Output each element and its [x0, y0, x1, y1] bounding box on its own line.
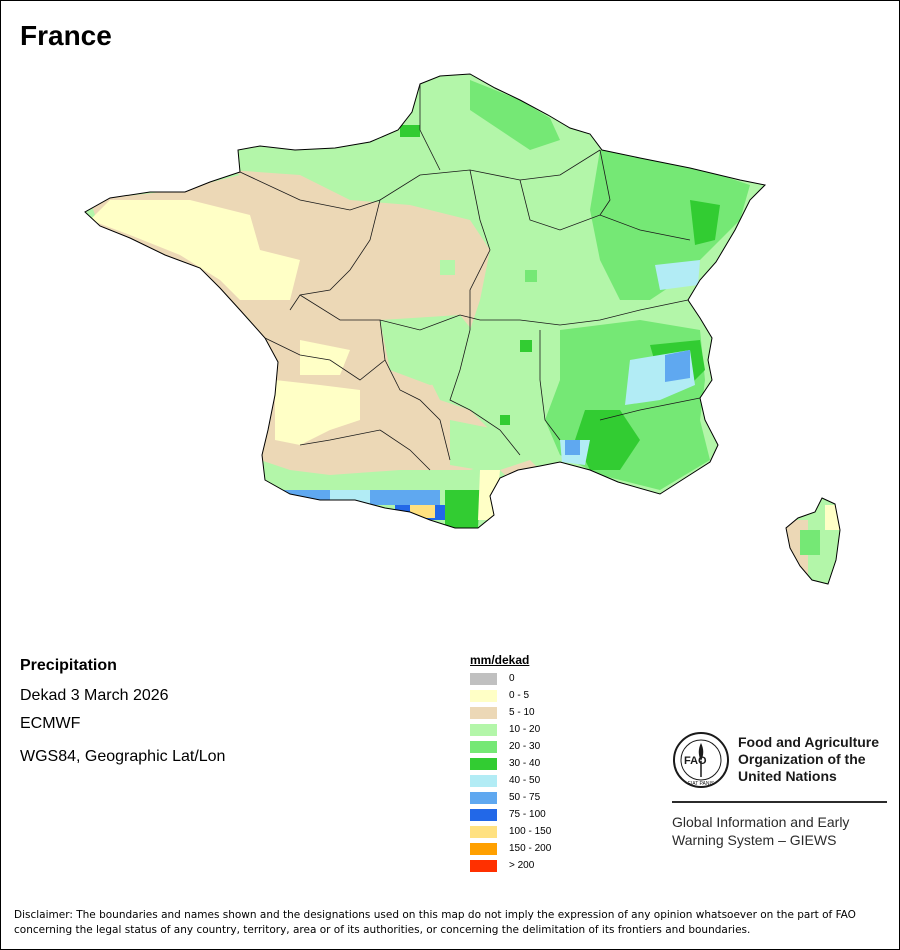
legend-swatch: [470, 843, 497, 855]
legend-label: 30 - 40: [509, 758, 541, 769]
legend-label: 150 - 200: [509, 843, 552, 854]
source-label: ECMWF: [20, 715, 81, 732]
corsica-raster: [786, 498, 840, 584]
legend-swatch: [470, 707, 497, 719]
legend-swatch: [470, 826, 497, 838]
organization-name: Food and Agriculture Organization of the…: [738, 734, 879, 785]
legend-label: > 200: [509, 860, 535, 871]
giews-line: Warning System – GIEWS: [672, 832, 837, 848]
org-name-line: Organization of the: [738, 751, 866, 767]
legend-swatch: [470, 775, 497, 787]
mainland-raster: [85, 74, 765, 528]
legend-swatch: [470, 758, 497, 770]
legend-title: mm/dekad: [470, 653, 530, 667]
legend-label: 20 - 30: [509, 741, 541, 752]
legend-label: 100 - 150: [509, 826, 552, 837]
legend-swatch: [470, 792, 497, 804]
mainland-outline: [84, 73, 767, 529]
variable-label: Precipitation: [20, 657, 117, 674]
logo-motto: FIAT PANIS: [688, 781, 715, 787]
legend-label: 50 - 75: [509, 792, 541, 803]
divider: [672, 801, 887, 803]
legend-label: 5 - 10: [509, 707, 535, 718]
legend-swatch: [470, 741, 497, 753]
corsica-outline: [785, 497, 841, 585]
regional-boundaries: [239, 84, 701, 471]
legend-label: 40 - 50: [509, 775, 541, 786]
giews-line: Global Information and Early: [672, 814, 850, 830]
period-label: Dekad 3 March 2026: [20, 687, 169, 704]
legend-swatch: [470, 860, 497, 872]
legend-label: 75 - 100: [509, 809, 546, 820]
legend-swatch: [470, 673, 497, 685]
disclaimer: Disclaimer: The boundaries and names sho…: [14, 909, 856, 936]
map-title: France: [20, 20, 112, 51]
org-name-line: United Nations: [738, 768, 837, 784]
legend-label: 10 - 20: [509, 724, 541, 735]
projection-label: WGS84, Geographic Lat/Lon: [20, 748, 226, 765]
legend-swatch: [470, 724, 497, 736]
precipitation-map: [84, 73, 841, 585]
legend-swatch: [470, 809, 497, 821]
legend-swatch: [470, 690, 497, 702]
logo-letters: FAO: [684, 755, 707, 767]
org-name-line: Food and Agriculture: [738, 734, 880, 750]
legend-label: 0 - 5: [509, 690, 530, 701]
giews-name: Global Information and Early Warning Sys…: [672, 813, 849, 849]
legend-label: 0: [509, 673, 515, 684]
fao-logo-icon: FAO FIAT PANIS: [673, 732, 729, 788]
